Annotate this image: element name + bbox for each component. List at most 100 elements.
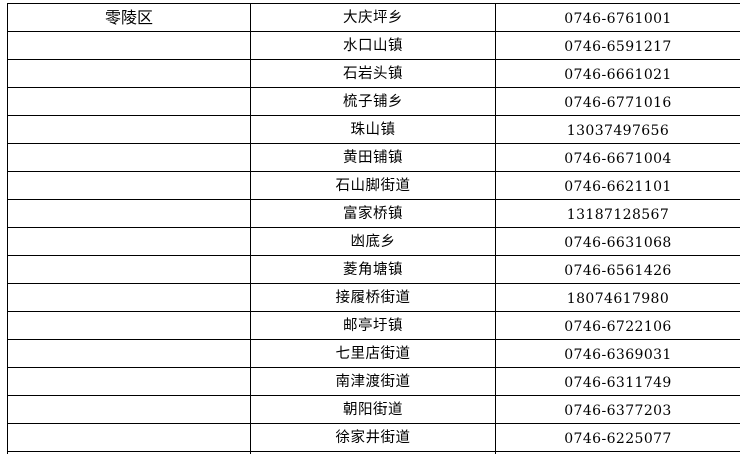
town-cell: 石岩头镇	[250, 59, 496, 88]
table-row: 富家桥镇 13187128567	[7, 199, 740, 228]
phone-cell: 13037497656	[495, 115, 740, 144]
phone-cell: 0746-6661021	[495, 59, 740, 88]
district-cell: 零陵区	[7, 3, 251, 32]
phone-number-label: 0746-6761001	[564, 10, 672, 27]
phone-number-label: 13187128567	[566, 206, 670, 223]
town-name-label: 徐家井街道	[335, 430, 411, 447]
town-name-label: 七里店街道	[335, 346, 411, 363]
phone-cell: 0746-6722106	[495, 311, 740, 340]
table-row: 徐家井街道 0746-6225077	[7, 423, 740, 452]
phone-number-label: 13037497656	[566, 122, 670, 139]
phone-cell: 18074617980	[495, 283, 740, 312]
town-cell: 水口山镇	[250, 31, 496, 60]
contact-table: 零陵区 大庆坪乡 0746-6761001 水口山镇 0746-6591217 石岩头镇 0…	[7, 3, 740, 454]
town-cell: 大庆坪乡	[250, 3, 496, 32]
table-row: 七里店街道 0746-6369031	[7, 339, 740, 368]
town-name-label: 朝阳街道	[343, 402, 403, 419]
phone-number-label: 0746-6225077	[564, 430, 672, 447]
district-cell-empty	[7, 87, 251, 116]
town-cell: 菱角塘镇	[250, 255, 496, 284]
table-row: 水口山镇 0746-6591217	[7, 31, 740, 60]
district-cell-empty	[7, 59, 251, 88]
district-cell-empty	[7, 339, 251, 368]
phone-cell: 0746-6225077	[495, 423, 740, 452]
town-name-label: 接履桥街道	[335, 290, 411, 307]
table-row: 石山脚街道 0746-6621101	[7, 171, 740, 200]
district-cell-empty	[7, 143, 251, 172]
table-viewport: 零陵区 大庆坪乡 0746-6761001 水口山镇 0746-6591217 石岩头镇 0…	[7, 3, 740, 454]
phone-cell: 0746-6761001	[495, 3, 740, 32]
town-cell: 石山脚街道	[250, 171, 496, 200]
town-cell: 富家桥镇	[250, 199, 496, 228]
district-cell-empty	[7, 171, 251, 200]
district-cell-empty	[7, 423, 251, 452]
town-cell: 徐家井街道	[250, 423, 496, 452]
town-name-label: 梳子铺乡	[343, 94, 403, 111]
table-row: 朝阳街道 0746-6377203	[7, 395, 740, 424]
district-cell-empty	[7, 199, 251, 228]
town-cell: 珠山镇	[250, 115, 496, 144]
table-row: 黄田铺镇 0746-6671004	[7, 143, 740, 172]
town-name-label: 富家桥镇	[343, 206, 403, 223]
table-row: 邮亭圩镇 0746-6722106	[7, 311, 740, 340]
town-name-label: 石岩头镇	[343, 66, 403, 83]
phone-cell: 0746-6561426	[495, 255, 740, 284]
town-cell: 邮亭圩镇	[250, 311, 496, 340]
table-row: 石岩头镇 0746-6661021	[7, 59, 740, 88]
phone-number-label: 0746-6631068	[564, 234, 672, 251]
table-row: 零陵区 大庆坪乡 0746-6761001	[7, 3, 740, 32]
table-row: 梳子铺乡 0746-6771016	[7, 87, 740, 116]
district-cell-empty	[7, 227, 251, 256]
district-cell-empty	[7, 283, 251, 312]
town-cell: 七里店街道	[250, 339, 496, 368]
phone-number-label: 0746-6377203	[564, 402, 672, 419]
table-row: 凼底乡 0746-6631068	[7, 227, 740, 256]
phone-number-label: 0746-6369031	[564, 346, 672, 363]
district-cell-empty	[7, 311, 251, 340]
phone-cell: 0746-6671004	[495, 143, 740, 172]
table-row: 菱角塘镇 0746-6561426	[7, 255, 740, 284]
phone-number-label: 0746-6771016	[564, 94, 672, 111]
phone-cell: 0746-6311749	[495, 367, 740, 396]
town-name-label: 凼底乡	[350, 234, 396, 251]
phone-cell: 0746-6377203	[495, 395, 740, 424]
town-cell: 黄田铺镇	[250, 143, 496, 172]
district-cell-empty	[7, 115, 251, 144]
phone-cell: 0746-6631068	[495, 227, 740, 256]
phone-number-label: 0746-6661021	[564, 66, 672, 83]
table-row: 珠山镇 13037497656	[7, 115, 740, 144]
town-name-label: 南津渡街道	[335, 374, 411, 391]
town-name-label: 大庆坪乡	[343, 10, 403, 27]
town-cell: 南津渡街道	[250, 367, 496, 396]
phone-cell: 0746-6771016	[495, 87, 740, 116]
phone-number-label: 18074617980	[566, 290, 670, 307]
phone-number-label: 0746-6591217	[564, 38, 672, 55]
table-body: 零陵区 大庆坪乡 0746-6761001 水口山镇 0746-6591217 石岩头镇 0…	[7, 3, 740, 454]
district-cell-empty	[7, 367, 251, 396]
table-row	[7, 451, 740, 454]
town-cell: 接履桥街道	[250, 283, 496, 312]
phone-number-label: 0746-6722106	[564, 318, 672, 335]
phone-cell: 13187128567	[495, 199, 740, 228]
phone-cell: 0746-6369031	[495, 339, 740, 368]
phone-number-label: 0746-6311749	[564, 374, 672, 391]
phone-cell: 0746-6591217	[495, 31, 740, 60]
town-name-label: 水口山镇	[343, 38, 403, 55]
phone-number-label: 0746-6561426	[564, 262, 672, 279]
town-name-label: 黄田铺镇	[343, 150, 403, 167]
phone-number-label: 0746-6621101	[564, 178, 672, 195]
town-cell: 凼底乡	[250, 227, 496, 256]
district-cell-empty	[7, 395, 251, 424]
table-row: 南津渡街道 0746-6311749	[7, 367, 740, 396]
town-name-label: 珠山镇	[350, 122, 396, 139]
phone-cell: 0746-6621101	[495, 171, 740, 200]
table-row: 接履桥街道 18074617980	[7, 283, 740, 312]
town-cell: 梳子铺乡	[250, 87, 496, 116]
town-name-label: 菱角塘镇	[343, 262, 403, 279]
district-cell-empty	[7, 255, 251, 284]
district-cell-empty	[7, 31, 251, 60]
town-name-label: 邮亭圩镇	[343, 318, 403, 335]
town-cell: 朝阳街道	[250, 395, 496, 424]
phone-cell	[495, 451, 740, 454]
